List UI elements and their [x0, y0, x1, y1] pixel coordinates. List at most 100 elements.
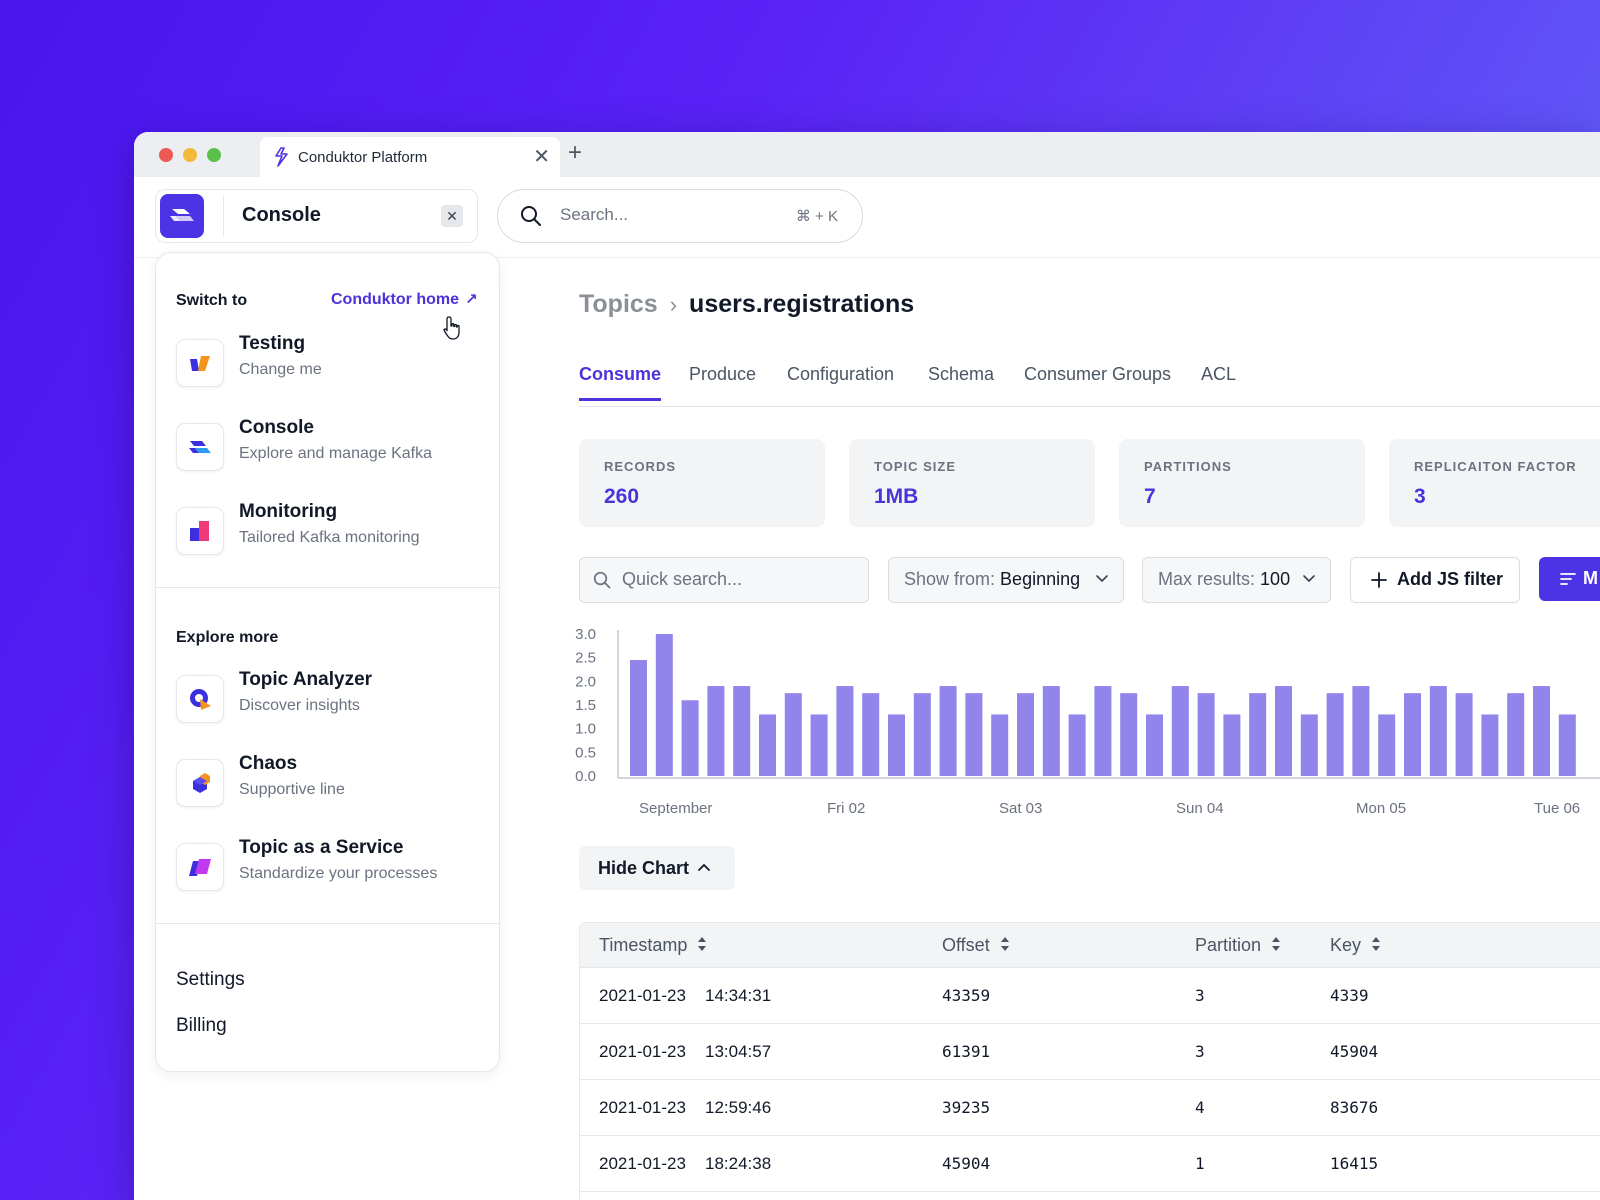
explore-item-description: Discover insights: [239, 697, 360, 714]
primary-button-label: M: [1583, 568, 1598, 588]
primary-filter-button[interactable]: M: [1539, 557, 1600, 601]
x-tick-label: Tue 06: [1534, 800, 1580, 817]
sort-icon: [697, 936, 707, 957]
cell-key: 45904: [1330, 1042, 1379, 1061]
plus-icon: [1371, 572, 1387, 593]
column-header-label: Timestamp: [599, 935, 688, 955]
explore-item-topic-as-a-service[interactable]: Topic as a Service Standardize your proc…: [176, 837, 486, 897]
chart-bar: [1042, 686, 1060, 776]
chart-bar: [1300, 714, 1318, 776]
chart-bar: [965, 693, 983, 776]
chart-bar: [655, 634, 673, 776]
show-from-select[interactable]: Show from: Beginning: [888, 557, 1124, 603]
tab-close-icon[interactable]: ✕: [533, 146, 550, 168]
menu-divider: [156, 587, 499, 588]
column-header-partition[interactable]: Partition: [1195, 935, 1281, 957]
chart-bar: [1481, 714, 1499, 776]
cell-offset: 61391: [942, 1042, 991, 1061]
column-header-offset[interactable]: Offset: [942, 935, 1010, 957]
show-from-value: Beginning: [1000, 569, 1081, 589]
chart-bar: [1429, 686, 1447, 776]
quick-search-placeholder: Quick search...: [622, 569, 743, 589]
chart-bar: [1378, 714, 1396, 776]
chart-bar: [1017, 693, 1034, 776]
tab-schema[interactable]: Schema: [928, 364, 995, 384]
x-tick-label: Mon 05: [1356, 800, 1406, 817]
column-header-key[interactable]: Key: [1330, 935, 1381, 957]
x-tick-label: Sun 04: [1176, 800, 1224, 817]
tab-consume[interactable]: Consume: [579, 364, 662, 401]
column-header-timestamp[interactable]: Timestamp: [599, 935, 707, 957]
close-switcher-icon[interactable]: ✕: [441, 205, 463, 227]
settings-link[interactable]: Settings: [176, 969, 245, 990]
browser-window: Conduktor Platform ✕ + Console ✕: [134, 132, 1600, 1200]
chart-bar: [913, 693, 931, 776]
switch-item-console[interactable]: Console Explore and manage Kafka: [176, 417, 486, 477]
add-js-filter-button[interactable]: Add JS filter: [1350, 557, 1520, 603]
chart-bar: [1455, 693, 1473, 776]
topic-analyzer-icon: [176, 675, 224, 723]
y-tick-label: 3.0: [575, 626, 596, 643]
cell-time: 18:24:38: [705, 1154, 772, 1173]
stat-card-topic-size: TOPIC SIZE 1MB: [849, 439, 1095, 527]
chart-bar: [1558, 714, 1576, 776]
max-results-select[interactable]: Max results: 100: [1142, 557, 1331, 603]
tab-configuration[interactable]: Configuration: [787, 364, 895, 384]
table-row[interactable]: 2021-01-23 18:24:38 45904 1 16415: [580, 1136, 1600, 1192]
global-search-input[interactable]: Search... ⌘ + K: [497, 189, 863, 243]
stat-label: RECORDS: [604, 459, 677, 474]
explore-item-description: Standardize your processes: [239, 865, 438, 882]
cell-key: 83676: [1330, 1098, 1379, 1117]
tab-produce[interactable]: Produce: [689, 364, 757, 384]
search-placeholder: Search...: [560, 205, 629, 224]
conduktor-home-link[interactable]: Conduktor home ↗: [331, 290, 478, 309]
column-header-label: Offset: [942, 935, 990, 955]
chart-bar: [1275, 686, 1292, 776]
menu-divider: [156, 923, 499, 924]
cell-date: 2021-01-23: [599, 986, 686, 1005]
chart-bar: [1094, 686, 1112, 776]
explore-item-chaos[interactable]: Chaos Supportive line: [176, 753, 486, 813]
cell-date: 2021-01-23: [599, 1098, 686, 1117]
table-row[interactable]: 2021-01-23 14:34:31 43359 3 4339: [580, 968, 1600, 1024]
new-tab-button[interactable]: +: [568, 139, 583, 166]
breadcrumb: Topics › users.registrations: [579, 290, 914, 319]
chart-bar: [759, 714, 776, 776]
cell-key: 16415: [1330, 1154, 1379, 1173]
cell-partition: 1: [1195, 1154, 1205, 1173]
chart-bar: [1197, 693, 1215, 776]
chart-bar: [1326, 693, 1344, 776]
chart-bar: [1223, 714, 1241, 776]
window-maximize-button[interactable]: [207, 148, 221, 162]
explore-item-topic-analyzer[interactable]: Topic Analyzer Discover insights: [176, 669, 486, 729]
table-row[interactable]: 2021-01-23 12:59:46 39235 4 83676: [580, 1080, 1600, 1136]
stat-value: 1MB: [874, 485, 919, 508]
console-logo-icon: [160, 194, 204, 238]
tab-consumer-groups[interactable]: Consumer Groups: [1024, 364, 1172, 384]
billing-link[interactable]: Billing: [176, 1015, 227, 1036]
search-icon: [520, 205, 542, 232]
chart-bar: [707, 686, 725, 776]
browser-tab[interactable]: Conduktor Platform ✕: [260, 137, 560, 177]
table-row[interactable]: 2021-01-23 13:04:57 61391 3 45904: [580, 1024, 1600, 1080]
quick-search-input[interactable]: Quick search...: [579, 557, 869, 603]
cell-offset: 43359: [942, 986, 991, 1005]
page-title: users.registrations: [689, 290, 915, 318]
tab-title: Conduktor Platform: [298, 149, 428, 166]
browser-titlebar: Conduktor Platform ✕ +: [134, 132, 1600, 177]
chart-bar: [681, 700, 699, 776]
switch-item-description: Tailored Kafka monitoring: [239, 529, 420, 546]
max-results-value: 100: [1260, 569, 1291, 589]
breadcrumb-topics-link[interactable]: Topics: [579, 290, 658, 318]
window-close-button[interactable]: [159, 148, 173, 162]
window-minimize-button[interactable]: [183, 148, 197, 162]
switch-item-monitoring[interactable]: Monitoring Tailored Kafka monitoring: [176, 501, 486, 561]
external-link-icon: ↗: [465, 291, 478, 308]
chart-bar: [836, 686, 854, 776]
x-tick-label: Sat 03: [999, 800, 1042, 817]
switch-item-testing[interactable]: Testing Change me: [176, 333, 486, 393]
tab-acl[interactable]: ACL: [1201, 364, 1237, 384]
app-switcher[interactable]: Console ✕: [155, 189, 478, 243]
sort-icon: [1000, 936, 1010, 957]
hide-chart-button[interactable]: Hide Chart: [579, 846, 735, 890]
